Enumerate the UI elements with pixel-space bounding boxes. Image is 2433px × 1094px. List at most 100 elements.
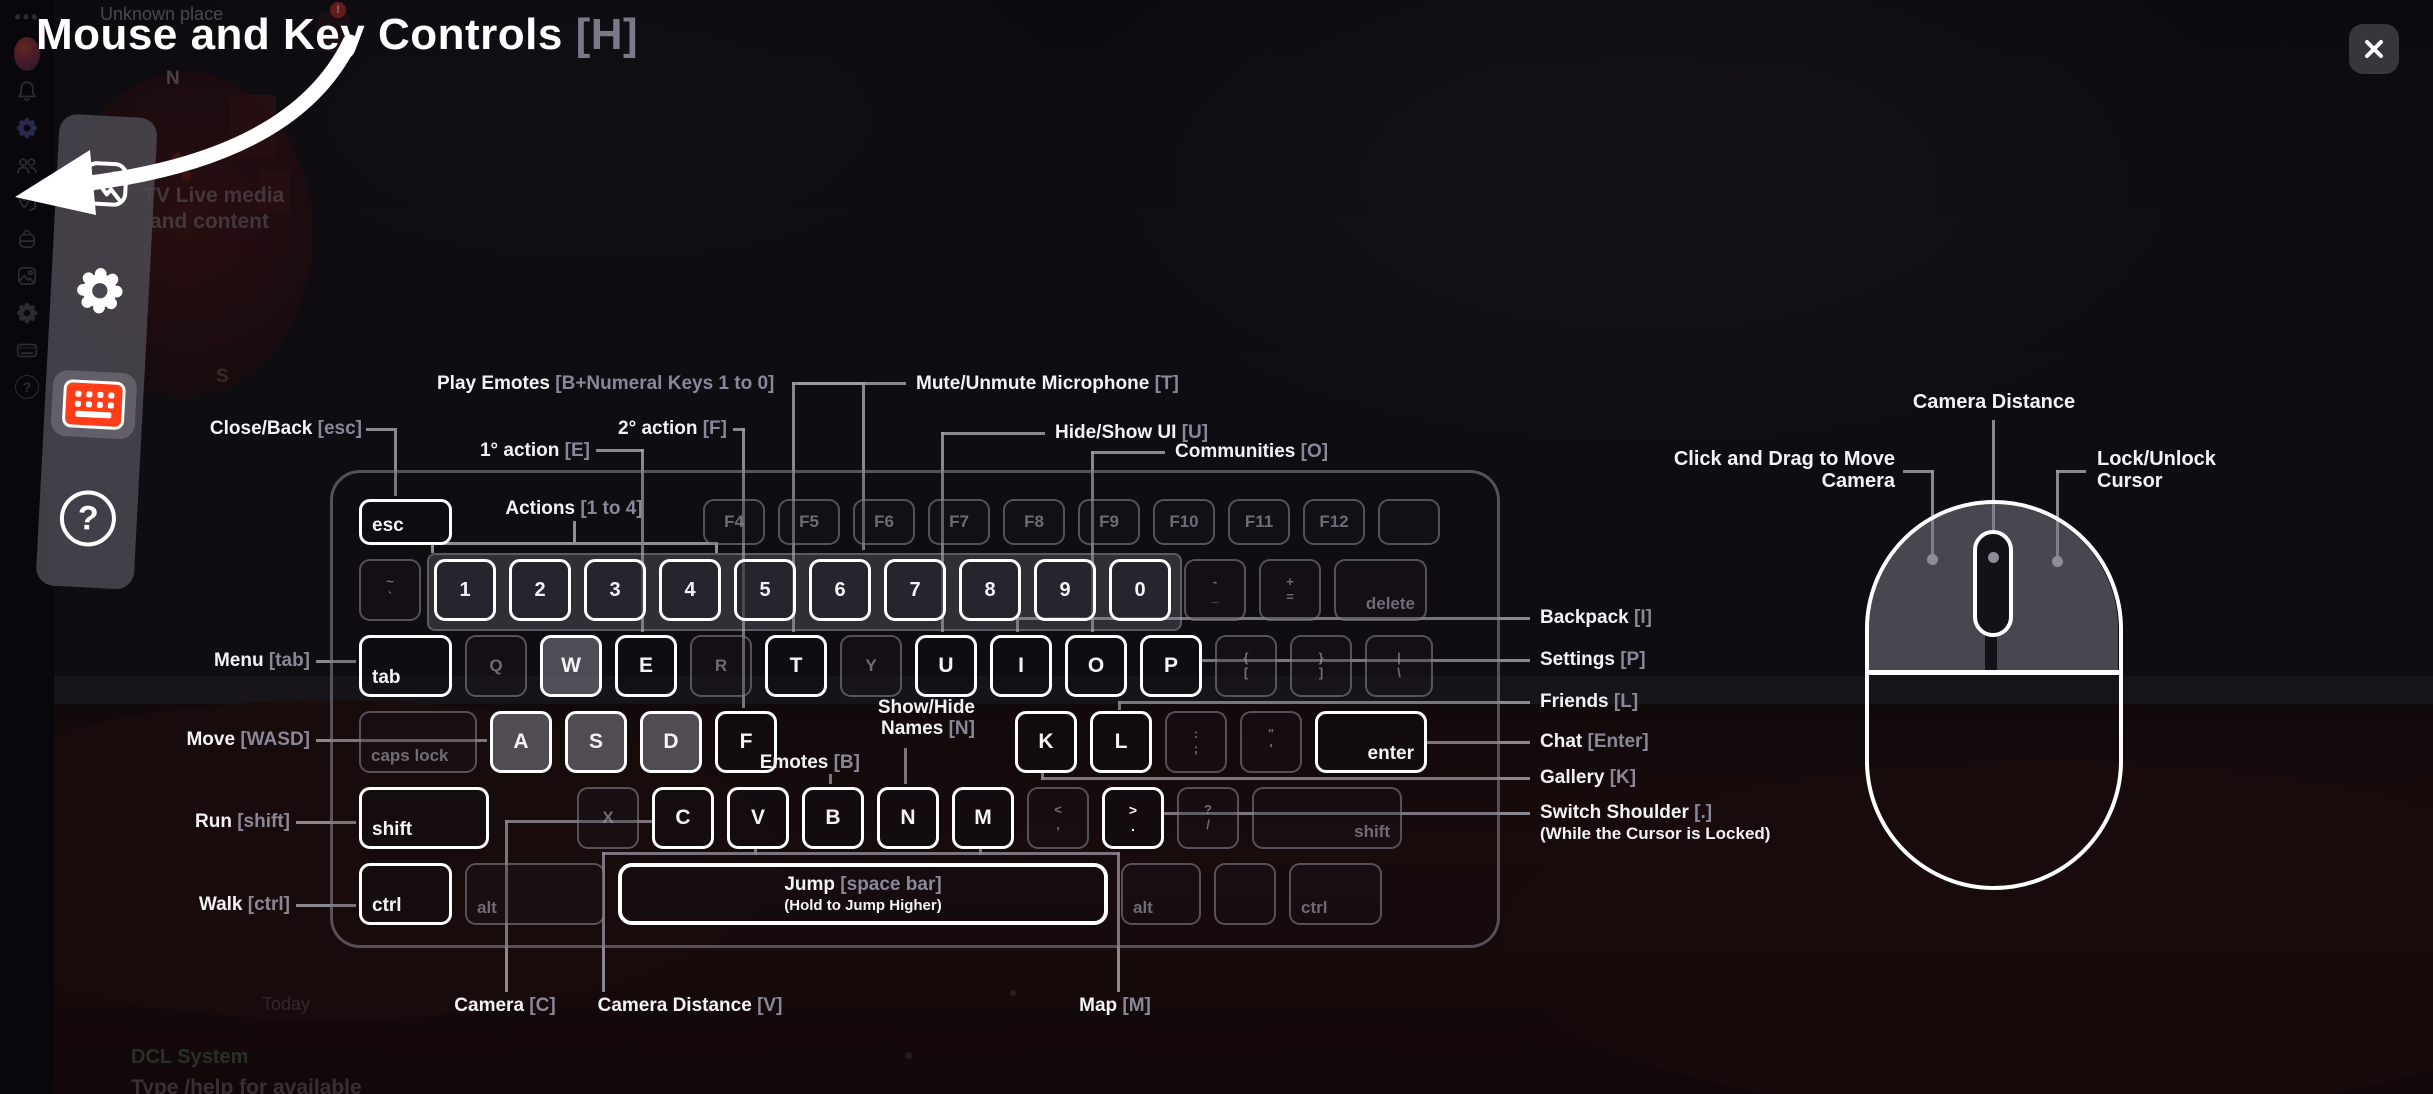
help-icon[interactable]: ? — [58, 489, 118, 549]
key-A: A — [490, 711, 552, 773]
leader-line — [792, 382, 906, 385]
leader-line — [1903, 470, 1933, 473]
label-primary-action: 1° action [E] — [479, 440, 590, 461]
label-run: Run [shift] — [195, 811, 290, 832]
key-4: 4 — [659, 559, 721, 621]
key-semicolon: :; — [1165, 711, 1227, 773]
leader-line — [1118, 701, 1121, 710]
leader-line — [1117, 852, 1120, 992]
key-O: O — [1065, 635, 1127, 697]
leader-line — [316, 660, 356, 663]
leader-line — [1927, 554, 1938, 565]
label-play-emotes: Play Emotes [B+Numeral Keys 1 to 0] — [437, 373, 775, 394]
key-spacer — [502, 787, 564, 849]
keyboard-row: esc F4 F5 F6 F7 F8 F9 F10 F11 F12 — [359, 499, 1471, 545]
label-friends: Friends [L] — [1540, 691, 1639, 712]
key-I: I — [990, 635, 1052, 697]
key-Q: Q — [465, 635, 527, 697]
key-L: L — [1090, 711, 1152, 773]
label-emotes: Emotes [B] — [759, 752, 860, 773]
leader-line — [941, 432, 944, 632]
key-M: M — [952, 787, 1014, 849]
leader-line — [733, 428, 745, 431]
mouse-diagram — [1865, 500, 2123, 890]
key-esc: esc — [359, 499, 452, 545]
key-F9: F9 — [1078, 499, 1140, 545]
leader-line — [2056, 470, 2086, 473]
key-bracket-right: }] — [1290, 635, 1352, 697]
label-walk: Walk [ctrl] — [198, 894, 290, 915]
close-icon — [2365, 40, 2383, 58]
leader-line — [829, 774, 832, 784]
leader-line — [602, 852, 605, 992]
leader-line — [641, 449, 644, 632]
leader-line — [1091, 451, 1165, 454]
leader-line — [1118, 701, 1530, 704]
leader-line — [792, 382, 795, 632]
leader-line — [754, 846, 757, 855]
key-tilde: ~ ` — [359, 559, 421, 621]
leader-line — [394, 428, 397, 496]
key-tab: tab — [359, 635, 452, 697]
leader-line — [1988, 552, 1999, 563]
close-button[interactable] — [2349, 24, 2399, 74]
key-K: K — [1015, 711, 1077, 773]
key-F6: F6 — [853, 499, 915, 545]
keyboard-row: ctrl alt Jump [space bar] (Hold to Jump Hig… — [359, 863, 1471, 925]
label-hide-show-ui: Hide/Show UI [U] — [1055, 422, 1209, 443]
key-D: D — [640, 711, 702, 773]
label-chat: Chat [Enter] — [1540, 731, 1649, 752]
key-W: W — [540, 635, 602, 697]
leader-line — [1161, 812, 1530, 815]
key-6: 6 — [809, 559, 871, 621]
leader-line — [1016, 617, 1530, 620]
key-R: R — [690, 635, 752, 697]
controls-keyboard-icon-active[interactable] — [50, 369, 138, 440]
key-F5: F5 — [778, 499, 840, 545]
leader-line — [296, 904, 356, 907]
mouse-label-right-button: Lock/Unlock Cursor — [2097, 448, 2216, 492]
keyboard-icon — [61, 378, 127, 430]
key-blank — [1214, 863, 1276, 925]
label-camera-distance: Camera Distance [V] — [597, 995, 783, 1016]
leader-line — [715, 542, 718, 553]
key-ctrl-left: ctrl — [359, 863, 452, 925]
leader-line — [573, 521, 576, 542]
leader-line — [316, 739, 487, 742]
key-C: C — [652, 787, 714, 849]
key-alt-left: alt — [465, 863, 605, 925]
label-communities: Communities [O] — [1175, 441, 1329, 462]
key-9: 9 — [1034, 559, 1096, 621]
label-map: Map [M] — [1079, 995, 1151, 1016]
key-bracket-left: {[ — [1215, 635, 1277, 697]
key-U: U — [915, 635, 977, 697]
key-alt-right: alt — [1121, 863, 1201, 925]
label-menu: Menu [tab] — [213, 650, 310, 671]
leader-line — [1091, 451, 1094, 632]
mouse-label-wheel: Camera Distance — [1912, 391, 2076, 413]
leader-line — [1016, 617, 1019, 632]
key-delete: delete — [1334, 559, 1427, 621]
key-8: 8 — [959, 559, 1021, 621]
label-show-hide-names: Show/Hide Names [N] — [877, 697, 975, 739]
leader-line — [1992, 420, 1995, 558]
key-F4: F4 — [703, 499, 765, 545]
leader-line — [1041, 770, 1044, 780]
key-F7: F7 — [928, 499, 990, 545]
label-settings: Settings [P] — [1540, 649, 1646, 670]
key-F: F — [715, 711, 777, 773]
key-7: 7 — [884, 559, 946, 621]
key-3: 3 — [584, 559, 646, 621]
keyboard-row: tab Q W E R T Y U I O P{[}] | \ — [359, 635, 1471, 697]
leader-line — [505, 820, 508, 992]
key-V: V — [727, 787, 789, 849]
key-1: 1 — [434, 559, 496, 621]
leader-line — [862, 382, 865, 550]
label-actions: Actions [1 to 4] — [505, 498, 643, 519]
key-backslash: | \ — [1365, 635, 1433, 697]
label-secondary-action: 2° action [F] — [618, 418, 727, 439]
settings-gear-icon[interactable] — [71, 263, 128, 320]
key-0: 0 — [1109, 559, 1171, 621]
label-mute-microphone: Mute/Unmute Microphone [T] — [916, 373, 1179, 394]
leader-line — [296, 821, 356, 824]
